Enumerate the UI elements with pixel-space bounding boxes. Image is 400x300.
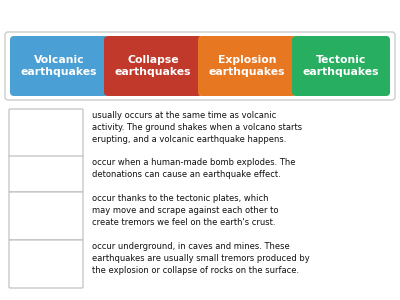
Text: usually occurs at the same time as volcanic
activity. The ground shakes when a v: usually occurs at the same time as volca… bbox=[92, 111, 302, 144]
FancyBboxPatch shape bbox=[292, 36, 390, 96]
Text: Explosion
earthquakes: Explosion earthquakes bbox=[209, 55, 285, 77]
Text: Tectonic
earthquakes: Tectonic earthquakes bbox=[303, 55, 379, 77]
Text: occur underground, in caves and mines. These
earthquakes are usually small tremo: occur underground, in caves and mines. T… bbox=[92, 242, 310, 275]
Text: Volcanic
earthquakes: Volcanic earthquakes bbox=[21, 55, 97, 77]
FancyBboxPatch shape bbox=[9, 156, 83, 192]
Text: occur thanks to the tectonic plates, which
may move and scrape against each othe: occur thanks to the tectonic plates, whi… bbox=[92, 194, 278, 227]
FancyBboxPatch shape bbox=[104, 36, 202, 96]
FancyBboxPatch shape bbox=[9, 192, 83, 240]
FancyBboxPatch shape bbox=[10, 36, 108, 96]
Text: occur when a human-made bomb explodes. The
detonations can cause an earthquake e: occur when a human-made bomb explodes. T… bbox=[92, 158, 296, 179]
FancyBboxPatch shape bbox=[9, 109, 83, 157]
FancyBboxPatch shape bbox=[9, 240, 83, 288]
Text: Collapse
earthquakes: Collapse earthquakes bbox=[115, 55, 191, 77]
FancyBboxPatch shape bbox=[198, 36, 296, 96]
FancyBboxPatch shape bbox=[5, 32, 395, 100]
